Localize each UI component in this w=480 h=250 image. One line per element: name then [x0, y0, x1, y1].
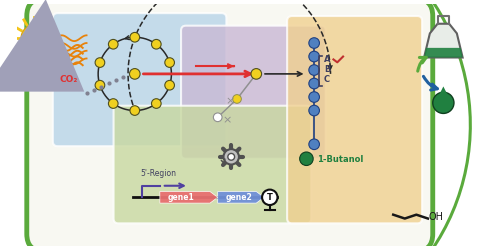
Circle shape: [108, 40, 118, 49]
Text: gene2: gene2: [226, 193, 252, 202]
Circle shape: [309, 65, 320, 75]
FancyBboxPatch shape: [53, 13, 227, 146]
Text: B: B: [324, 65, 330, 74]
Polygon shape: [424, 24, 463, 58]
Circle shape: [433, 92, 454, 114]
Circle shape: [309, 78, 320, 89]
Text: A: A: [324, 55, 330, 64]
Polygon shape: [218, 192, 264, 203]
Circle shape: [262, 190, 277, 205]
Text: gene1: gene1: [168, 193, 194, 202]
Text: C: C: [324, 74, 330, 84]
Polygon shape: [424, 48, 463, 58]
FancyBboxPatch shape: [287, 16, 422, 223]
Text: ×: ×: [226, 97, 235, 107]
Circle shape: [95, 58, 105, 68]
Circle shape: [108, 99, 118, 108]
Circle shape: [165, 58, 174, 68]
Circle shape: [95, 80, 105, 90]
Text: CO₂: CO₂: [60, 74, 78, 84]
FancyBboxPatch shape: [181, 26, 326, 159]
Circle shape: [309, 38, 320, 48]
Text: 5'-Region: 5'-Region: [141, 169, 177, 178]
Circle shape: [309, 51, 320, 62]
Circle shape: [233, 94, 241, 103]
FancyBboxPatch shape: [114, 106, 311, 223]
Circle shape: [21, 25, 48, 52]
Circle shape: [152, 99, 161, 108]
Circle shape: [130, 32, 140, 42]
Polygon shape: [440, 86, 447, 94]
Polygon shape: [160, 192, 218, 203]
Circle shape: [309, 139, 320, 149]
Circle shape: [300, 152, 313, 166]
Text: T: T: [267, 193, 273, 202]
Text: OH: OH: [429, 212, 444, 222]
FancyBboxPatch shape: [27, 0, 433, 250]
Circle shape: [224, 149, 239, 164]
Text: ×: ×: [223, 115, 232, 125]
Circle shape: [228, 154, 235, 160]
Circle shape: [130, 106, 140, 115]
Circle shape: [214, 113, 222, 122]
Circle shape: [165, 80, 174, 90]
Circle shape: [309, 105, 320, 116]
Circle shape: [130, 68, 140, 79]
Text: 1-Butanol: 1-Butanol: [317, 155, 363, 164]
Circle shape: [152, 40, 161, 49]
Circle shape: [309, 92, 320, 102]
Circle shape: [251, 68, 262, 79]
